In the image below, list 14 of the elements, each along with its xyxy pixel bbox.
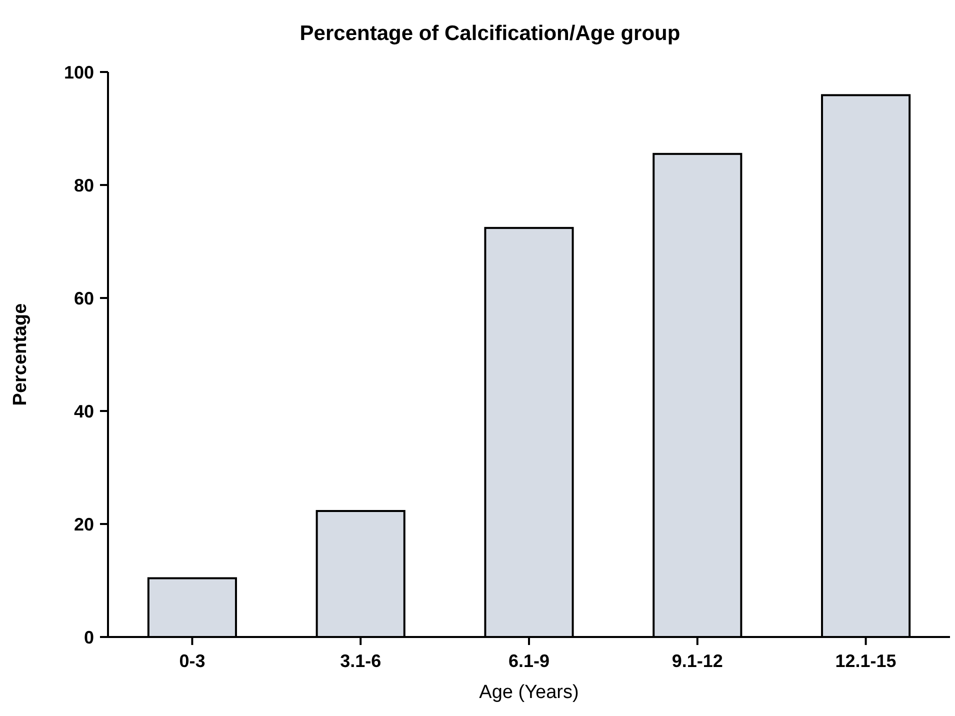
y-tick-label: 40 [74,401,94,422]
x-tick-label: 9.1-12 [672,651,723,671]
y-tick-label: 80 [74,175,94,196]
x-axis-title: Age (Years) [479,682,579,703]
chart-title: Percentage of Calcification/Age group [300,22,680,45]
x-tick-label: 12.1-15 [835,651,896,671]
y-tick-label: 0 [84,627,94,648]
y-tick-label: 20 [74,514,94,534]
y-axis-title: Percentage [10,303,31,406]
y-tick-label: 100 [64,62,94,82]
y-tick-label: 60 [74,288,94,308]
x-tick-label: 0-3 [179,651,206,671]
x-tick-label: 6.1-9 [508,651,550,671]
x-tick-label: 3.1-6 [340,651,382,671]
